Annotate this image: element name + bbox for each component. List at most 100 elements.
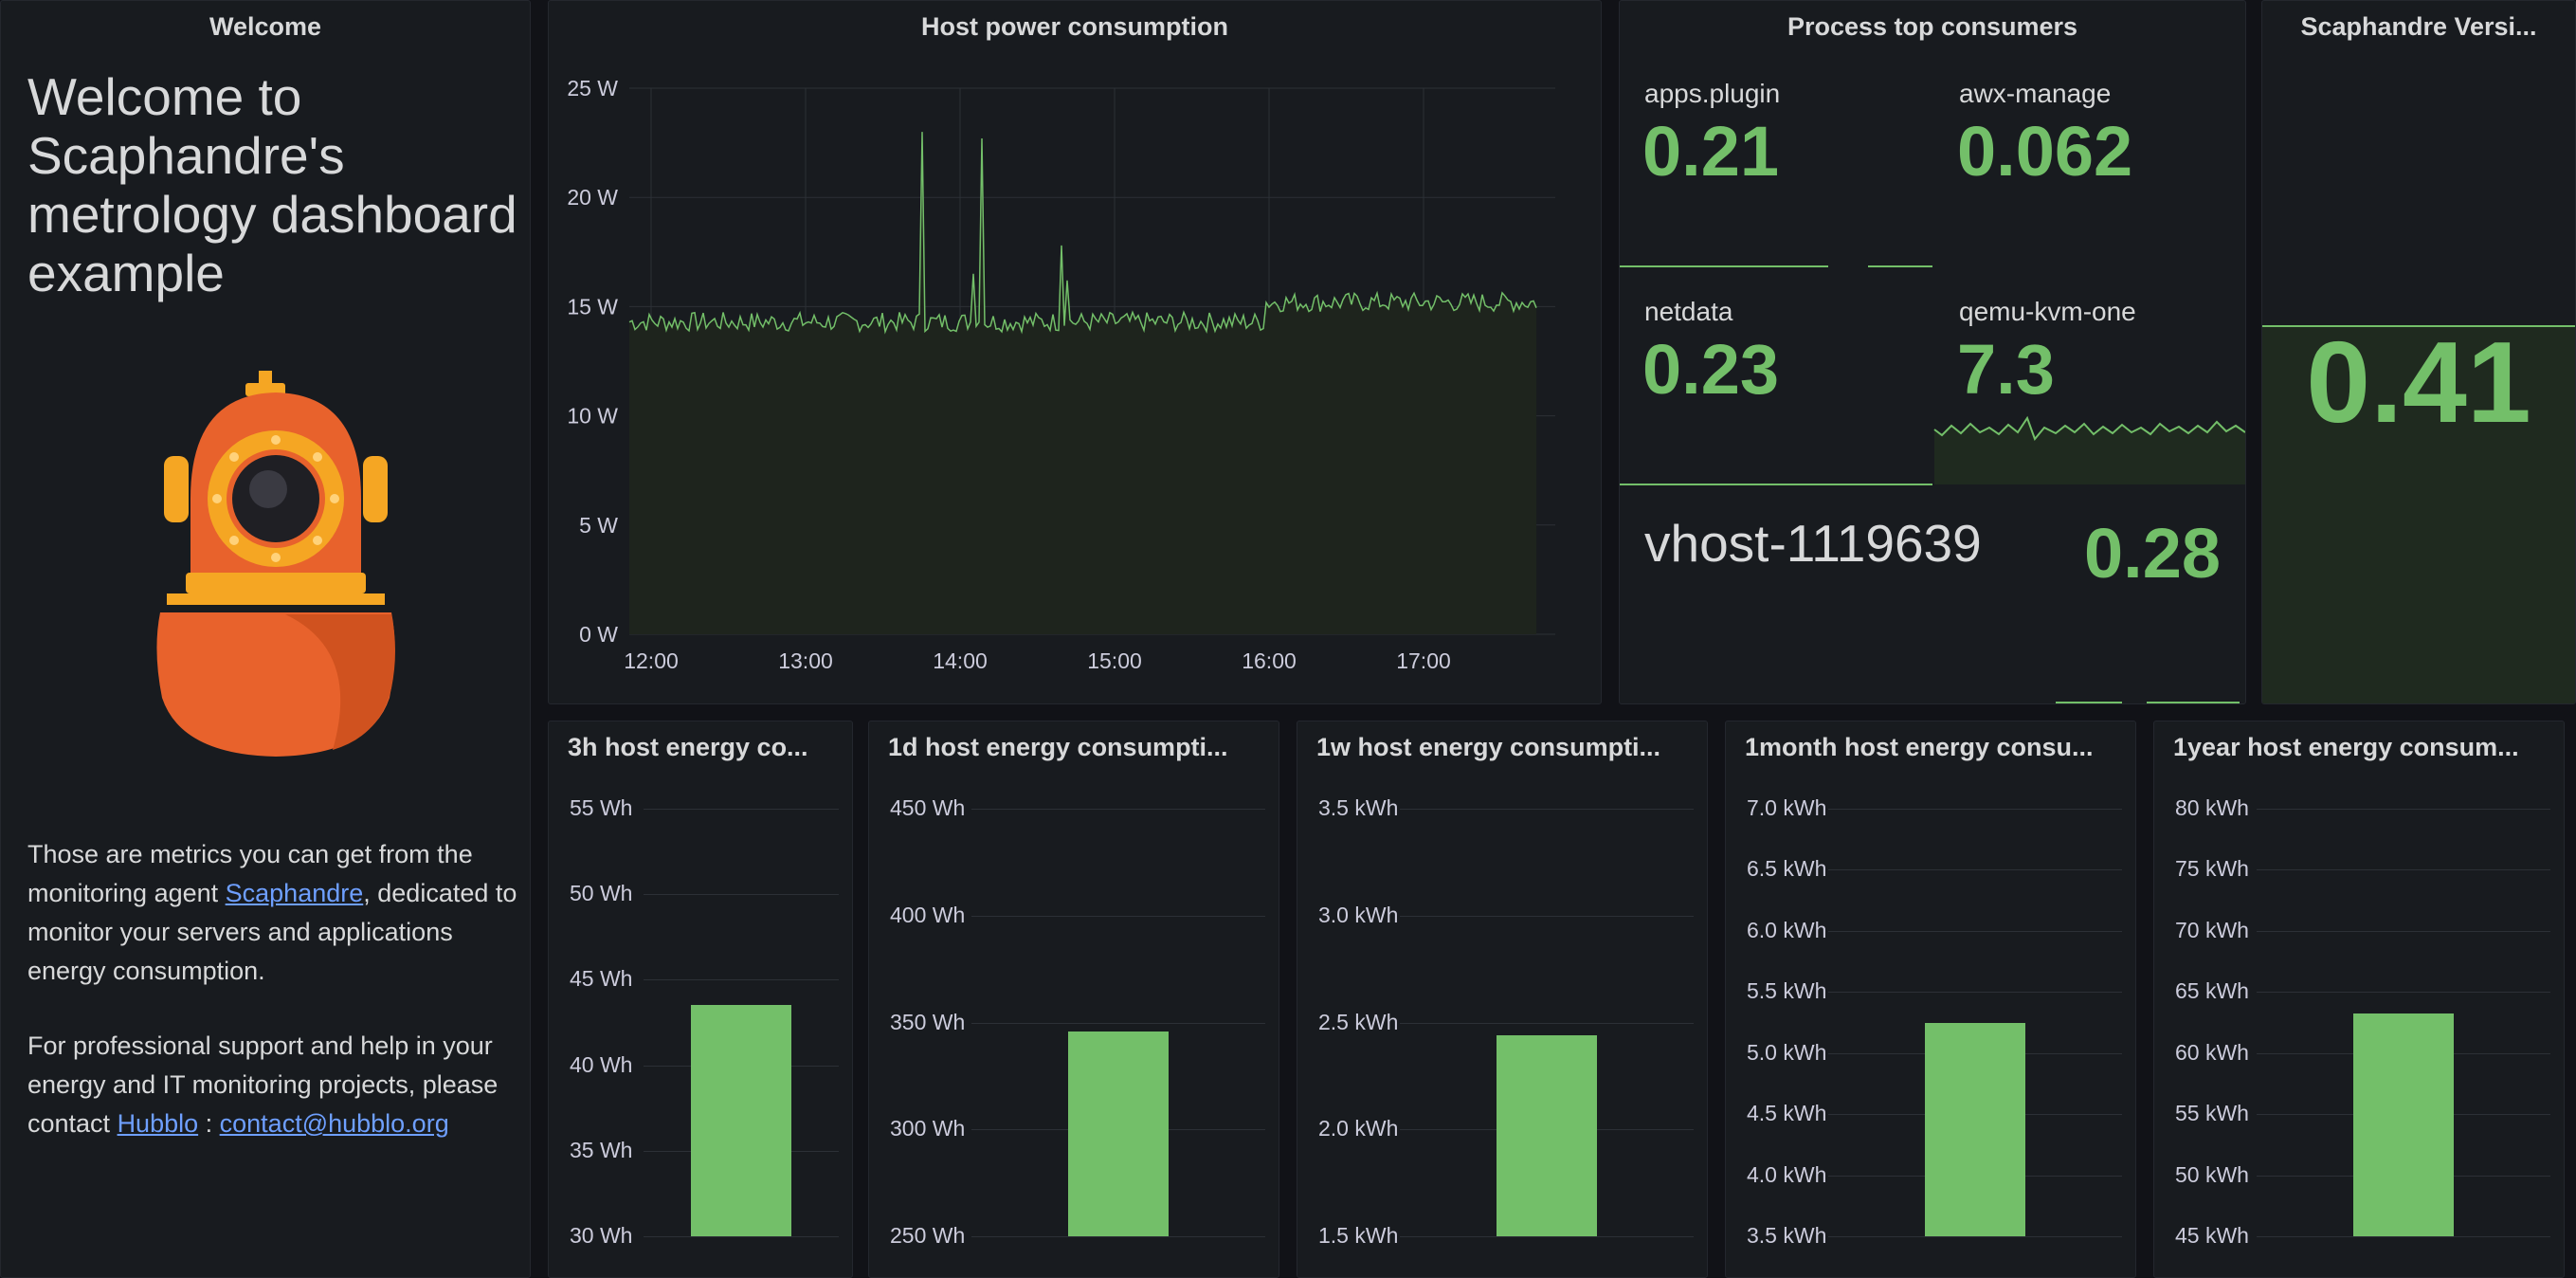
energy-bar[interactable] [1068,1031,1169,1236]
y-tick-label: 10 W [567,404,618,429]
y-gridline [2257,809,2550,810]
x-tick-label: 17:00 [1396,648,1451,673]
y-tick-label: 2.5 kWh [1318,1009,1399,1034]
y-gridline [1400,809,1694,810]
y-tick-label: 15 W [567,294,618,319]
y-tick-label: 7.0 kWh [1747,795,1827,820]
stat-name: qemu-kvm-one [1959,297,2136,326]
y-tick-label: 350 Wh [890,1009,966,1034]
y-gridline [1828,1236,2122,1237]
y-tick-label: 250 Wh [890,1223,966,1248]
y-tick-label: 5.5 kWh [1747,978,1827,1004]
welcome-paragraph-1: Those are metrics you can get from the m… [27,835,530,991]
panel-title[interactable]: 1year host energy consum... [2173,733,2519,761]
y-tick-label: 5 W [579,513,618,538]
y-tick-label: 55 kWh [2175,1101,2249,1126]
x-tick-label: 14:00 [933,648,988,673]
y-tick-label: 35 Wh [570,1137,633,1162]
y-gridline [1828,809,2122,810]
y-gridline [1400,1022,1694,1024]
y-gridline [1828,992,2122,994]
y-gridline [2257,930,2550,932]
energy-bar[interactable] [691,1005,791,1236]
y-tick-label: 2.0 kWh [1318,1116,1399,1141]
y-gridline [971,809,1265,810]
contact-email-link[interactable]: contact@hubblo.org [219,1109,449,1138]
y-tick-label: 60 kWh [2175,1039,2249,1065]
panel-title[interactable]: 1month host energy consu... [1745,733,2094,761]
stat-name: vhost-1119639 [1644,514,1982,573]
para1-text-before: Those are metrics you can get from the m… [27,840,473,907]
y-gridline [2257,1236,2550,1237]
welcome-paragraph-2: For professional support and help in you… [27,1027,530,1143]
welcome-heading: Welcome to Scaphandre's metrology dashbo… [27,67,517,302]
y-gridline [1828,930,2122,932]
para2-separator: : [198,1109,220,1138]
y-tick-label: 4.5 kWh [1747,1101,1827,1126]
panel-title[interactable]: 1w host energy consumpti... [1316,733,1661,761]
y-tick-label: 45 Wh [570,966,633,992]
y-tick-label: 3.0 kWh [1318,902,1399,927]
stat-name: apps.plugin [1644,79,1781,108]
y-gridline [1400,915,1694,917]
y-tick-label: 55 Wh [570,795,633,820]
welcome-panel: Welcome Welcome to Scaphandre's metrolog… [0,0,531,1278]
y-tick-label: 450 Wh [890,795,966,820]
y-tick-label: 80 kWh [2175,795,2249,820]
hubblo-link[interactable]: Hubblo [117,1109,199,1138]
y-gridline [2257,992,2550,994]
y-gridline [971,915,1265,917]
y-gridline [971,1022,1265,1024]
x-tick-label: 13:00 [778,648,833,673]
panel-title[interactable]: 1d host energy consumpti... [888,733,1228,761]
power-series-line [628,132,1537,335]
y-tick-label: 50 kWh [2175,1161,2249,1187]
para1-text-after: , dedicated to monitor your servers and … [27,879,517,985]
panel-title[interactable]: 3h host energy co... [568,733,808,761]
top-consumers-panel: Process top consumers apps.plugin 0.21 a… [1619,0,2246,704]
y-tick-label: 20 W [567,185,618,210]
y-tick-label: 70 kWh [2175,917,2249,942]
x-tick-label: 12:00 [624,648,679,673]
y-tick-label: 50 Wh [570,881,633,906]
stat-sparklines [1620,265,2245,703]
diving-helmet-logo [156,371,395,757]
y-tick-label: 45 kWh [2175,1223,2249,1248]
energy-panel: 1d host energy consumpti... 450 Wh 400 Wh 3… [868,721,1279,1278]
y-tick-label: 400 Wh [890,902,966,927]
stat-value: 0.062 [1957,112,2133,191]
y-tick-label: 25 W [567,76,618,100]
stat-value: 0.23 [1642,330,1780,409]
x-tick-label: 16:00 [1242,648,1297,673]
stat-name: awx-manage [1959,79,2112,108]
panel-title[interactable]: Welcome [209,12,322,41]
y-gridline [644,894,839,896]
y-tick-label: 4.0 kWh [1747,1161,1827,1187]
panel-title[interactable]: Scaphandre Versi... [2300,12,2537,41]
energy-bar[interactable] [1497,1035,1597,1236]
y-tick-label: 300 Wh [890,1116,966,1141]
scaphandre-link[interactable]: Scaphandre [225,879,364,907]
y-tick-label: 5.0 kWh [1747,1039,1827,1065]
y-tick-label: 0 W [579,622,618,647]
stat-name: netdata [1644,297,1733,326]
version-value: 0.41 [2306,318,2531,447]
energy-bar[interactable] [2353,1013,2454,1236]
version-fill [2262,325,2575,703]
y-tick-label: 1.5 kWh [1318,1223,1399,1248]
power-chart: 25 W 20 W 15 W 10 W 5 W 0 W12:00 13:00 14:00 15:… [567,76,1555,673]
energy-panel: 1year host energy consum... 80 kWh 75 kWh 7… [2153,721,2565,1278]
stat-value: 7.3 [1957,330,2055,409]
energy-bar[interactable] [1925,1022,2025,1236]
y-tick-label: 3.5 kWh [1747,1223,1827,1248]
version-panel: Scaphandre Versi... 0.41 [2261,0,2576,704]
power-series-area [629,132,1536,635]
energy-panel: 1w host energy consumpti... 3.5 kWh 3.0 kW… [1297,721,1708,1278]
y-gridline [2257,869,2550,871]
y-tick-label: 65 kWh [2175,978,2249,1004]
y-gridline [1400,1236,1694,1237]
y-gridline [1828,869,2122,871]
stat-value: 0.28 [2084,514,2222,593]
energy-panel: 1month host energy consu... 7.0 kWh 6.5 kW… [1725,721,2136,1278]
